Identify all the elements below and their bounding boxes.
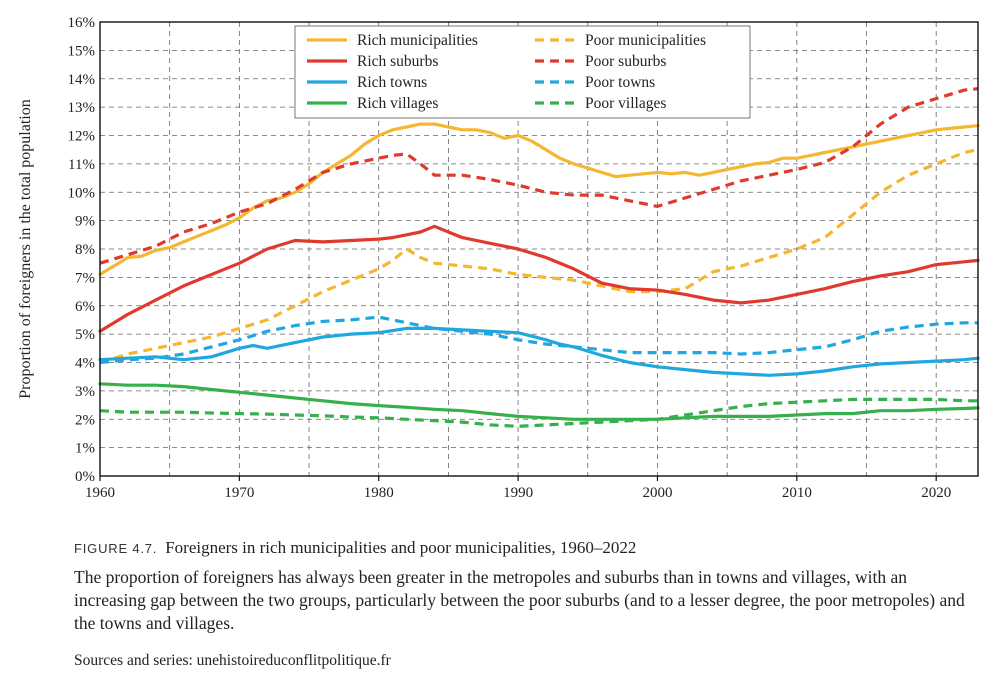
y-tick-label: 14% [68,72,96,88]
series-line-6 [99,315,978,365]
x-tick-label: 1960 [85,485,115,501]
legend-label: Rich suburbs [357,53,438,70]
figure-title-text: Foreigners in rich municipalities and po… [165,538,637,557]
figure-label: FIGURE 4.7. [74,541,158,556]
y-tick-label: 4% [75,356,95,372]
figure-title: FIGURE 4.7. Foreigners in rich municipali… [74,538,974,558]
figure-description: The proportion of foreigners has always … [74,567,965,633]
legend-label: Poor villages [585,95,666,112]
legend-label: Rich villages [357,95,438,112]
series-line-5 [98,326,980,377]
y-tick-label: 10% [68,185,96,201]
y-tick-label: 0% [75,469,95,485]
x-tick-label: 2000 [642,485,672,501]
y-tick-label: 9% [75,214,95,230]
x-tick-label: 2010 [782,485,812,501]
legend-label: Poor towns [585,74,655,91]
y-tick-label: 16% [68,15,96,31]
y-tick-label: 11% [68,157,95,173]
y-tick-label: 7% [75,270,95,286]
gridlines [100,22,978,476]
x-tick-label: 1980 [364,485,394,501]
legend-label: Rich municipalities [357,32,478,49]
y-axis-label: Proportion of foreigners in the total po… [17,99,34,399]
x-tick-label: 2020 [921,485,951,501]
legend-label: Poor municipalities [585,32,706,49]
y-tick-label: 6% [75,299,95,315]
figure-source: Sources and series: unehistoireduconflit… [74,652,391,669]
series-line-7 [98,382,980,421]
plot-frame [99,21,979,477]
legend-label: Poor suburbs [585,53,666,70]
y-axis-ticks: 0% 1% 2% 3% 4% 5% 6% 7% 8% 9% 10% 11% 12% 13% 14% 15% 16… [68,15,96,485]
legend-box [294,25,751,119]
y-tick-label: 8% [75,242,95,258]
x-tick-label: 1990 [503,485,533,501]
y-tick-label: 1% [75,441,95,457]
series-line-3 [98,224,980,333]
y-tick-label: 2% [75,412,95,428]
series-lines [98,87,980,428]
series-line-1 [98,122,980,277]
x-tick-label: 1970 [224,485,254,501]
y-tick-label: 15% [68,43,96,59]
y-tick-label: 13% [68,100,96,116]
x-axis-ticks: 1960 1970 1980 1990 2000 2010 2020 [85,476,951,501]
legend-label: Rich towns [357,74,427,91]
y-tick-label: 12% [68,129,96,145]
line-chart: 0% 1% 2% 3% 4% 5% 6% 7% 8% 9% 10% 11% 12% 13% 14% 15% 16… [17,15,980,501]
series-line-4 [99,87,979,265]
legend: Rich municipalities Rich suburbs Rich town… [294,25,751,119]
y-tick-label: 3% [75,384,95,400]
y-tick-label: 5% [75,327,95,343]
